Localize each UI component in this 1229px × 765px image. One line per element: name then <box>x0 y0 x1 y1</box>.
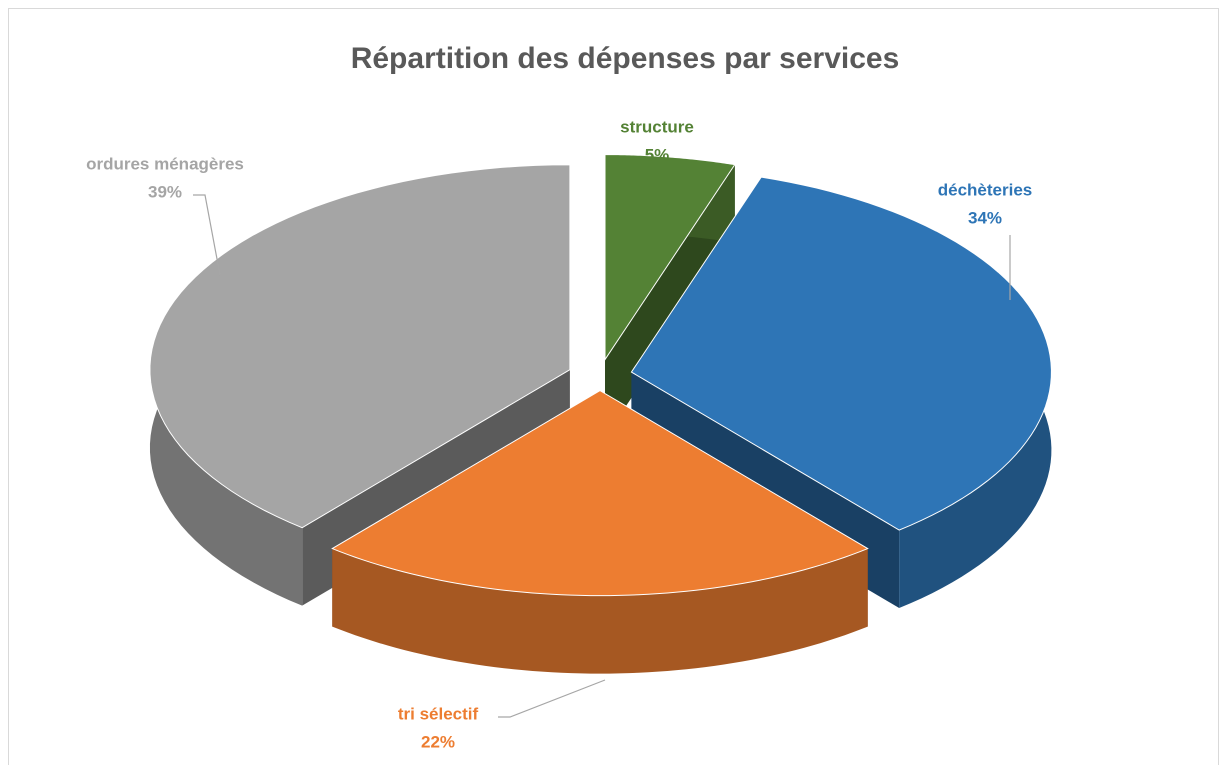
data-label-category: tri sélectif <box>398 704 479 723</box>
data-label-category: déchèteries <box>938 180 1033 199</box>
data-label-category: ordures ménagères <box>86 154 244 173</box>
slice <box>604 154 736 362</box>
slice <box>630 176 1052 531</box>
data-label-value: 34% <box>968 208 1002 227</box>
slice <box>149 164 571 529</box>
data-label-category: structure <box>620 117 694 136</box>
leader-line <box>193 194 221 276</box>
data-label-value: 39% <box>148 182 182 201</box>
leader-line <box>498 679 606 718</box>
data-label-value: 22% <box>421 732 455 751</box>
data-label-value: 5% <box>645 145 670 164</box>
slice <box>331 390 869 597</box>
slice-side <box>332 548 868 674</box>
chart-title: Répartition des dépenses par services <box>351 42 900 75</box>
